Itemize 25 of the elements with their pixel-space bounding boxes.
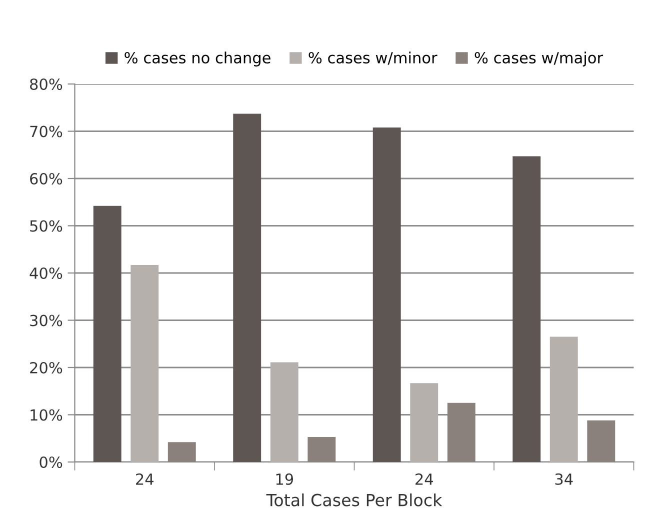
y-tick-label: 10%: [30, 409, 62, 421]
legend-label: % cases no change: [124, 52, 270, 66]
x-tick-label: 19: [276, 473, 294, 485]
legend-label: % cases w/minor: [308, 52, 438, 65]
x-tick-label: 34: [555, 473, 573, 485]
bar: [512, 156, 541, 462]
y-tick-label: 80%: [30, 78, 62, 90]
bar: [410, 383, 438, 462]
bar: [372, 127, 401, 462]
y-tick-label: 0%: [40, 456, 62, 468]
bar: [550, 336, 578, 462]
x-axis-title: Total Cases Per Block: [266, 493, 442, 506]
bar: [130, 264, 159, 462]
x-tick-label: 24: [416, 473, 433, 485]
y-tick-label: 30%: [30, 314, 62, 326]
bar: [270, 362, 298, 462]
y-tick-label: 20%: [30, 362, 62, 374]
x-tick-label: 24: [136, 473, 154, 485]
bar: [233, 114, 262, 462]
y-tick-label: 70%: [30, 126, 62, 138]
legend-label: % cases w/major: [474, 52, 604, 66]
y-tick-label: 50%: [30, 220, 62, 232]
y-tick-label: 40%: [30, 267, 62, 280]
y-tick-label: 60%: [30, 172, 62, 185]
bar: [93, 206, 122, 462]
